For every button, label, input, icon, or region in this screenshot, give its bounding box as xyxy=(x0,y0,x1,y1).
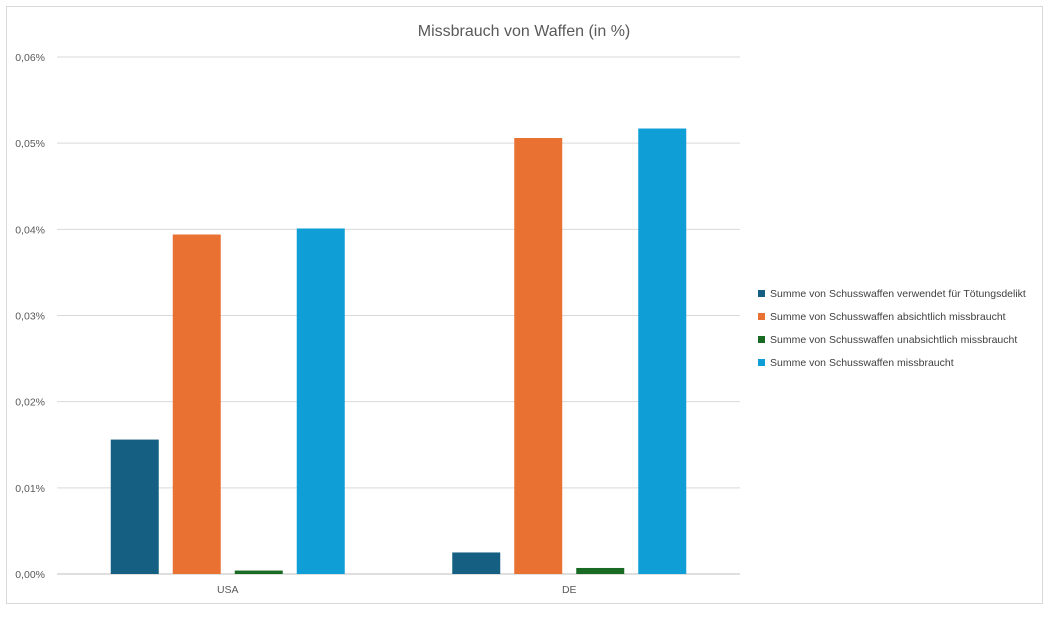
bar-usa-series-4 xyxy=(296,228,345,574)
legend-swatch xyxy=(758,336,765,343)
y-tick-label: 0,02% xyxy=(15,397,45,409)
legend-item: Summe von Schusswaffen missbraucht xyxy=(758,351,1048,374)
legend-label: Summe von Schusswaffen missbraucht xyxy=(770,356,954,369)
x-tick-label: USA xyxy=(217,584,239,596)
bar-de-series-1 xyxy=(452,552,501,574)
bar-de-series-4 xyxy=(638,128,687,575)
bar-de-series-2 xyxy=(514,137,563,574)
legend-swatch xyxy=(758,290,765,297)
bar-usa-series-3 xyxy=(234,570,283,574)
y-tick-label: 0,03% xyxy=(15,311,45,323)
y-tick-label: 0,06% xyxy=(15,52,45,64)
legend-item: Summe von Schusswaffen absichtlich missb… xyxy=(758,305,1048,328)
legend: Summe von Schusswaffen verwendet für Töt… xyxy=(758,282,1048,374)
y-tick-label: 0,00% xyxy=(15,569,45,581)
chart-title: Missbrauch von Waffen (in %) xyxy=(418,23,631,40)
x-axis-tick-labels: USA DE xyxy=(217,584,577,596)
legend-item: Summe von Schusswaffen unabsichtlich mis… xyxy=(758,328,1048,351)
legend-label: Summe von Schusswaffen unabsichtlich mis… xyxy=(770,333,1018,346)
bar-de-series-3 xyxy=(576,567,625,574)
legend-label: Summe von Schusswaffen verwendet für Töt… xyxy=(770,287,1026,300)
y-tick-label: 0,01% xyxy=(15,483,45,495)
legend-item: Summe von Schusswaffen verwendet für Töt… xyxy=(758,282,1048,305)
y-tick-label: 0,04% xyxy=(15,224,45,236)
gridlines xyxy=(57,56,740,575)
legend-swatch xyxy=(758,313,765,320)
bar-usa-series-1 xyxy=(110,439,159,574)
x-tick-label: DE xyxy=(562,584,577,596)
bar-usa-series-2 xyxy=(172,234,221,574)
y-axis-tick-labels: 0,00% 0,01% 0,02% 0,03% 0,04% 0,05% 0,06% xyxy=(15,52,45,581)
y-tick-label: 0,05% xyxy=(15,138,45,150)
legend-label: Summe von Schusswaffen absichtlich missb… xyxy=(770,310,1006,323)
bars xyxy=(110,128,687,575)
legend-swatch xyxy=(758,359,765,366)
